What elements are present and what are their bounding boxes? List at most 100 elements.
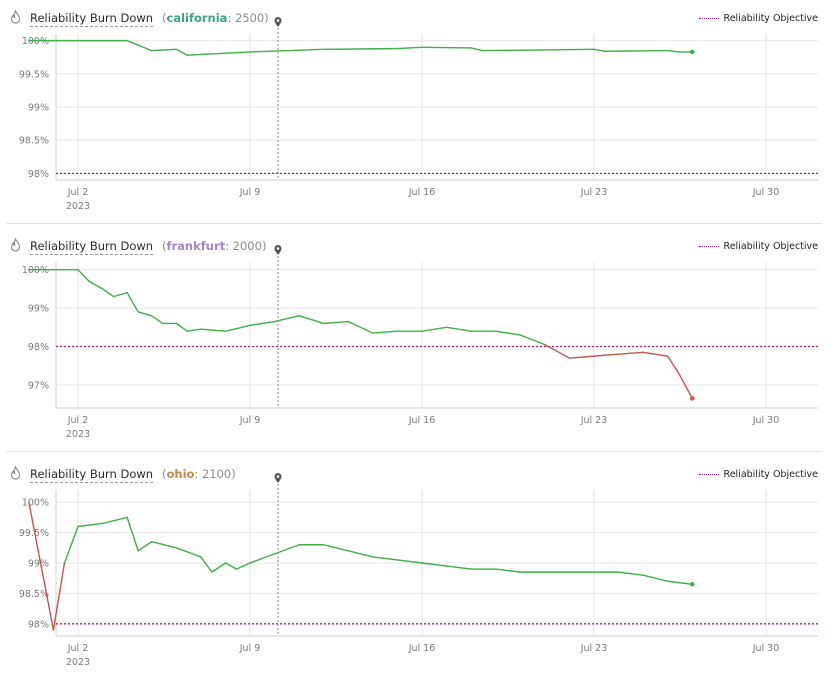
- region-value: 2000: [232, 239, 262, 253]
- chart-ohio: 100% 99.5% 99% 98.5% 98% Jul 2 Jul 9 Jul 16 Jul …: [19, 473, 818, 668]
- panel-header: Reliability Burn Down (frankfurt: 2000) …: [0, 228, 840, 258]
- series-segment: [421, 562, 448, 567]
- series-segment: [347, 320, 374, 334]
- legend[interactable]: Reliability Objective: [698, 13, 818, 24]
- x-year-label: 2023: [66, 429, 90, 440]
- legend[interactable]: Reliability Objective: [698, 469, 818, 480]
- x-tick-label: Jul 2: [67, 415, 89, 426]
- x-tick-label: Jul 16: [408, 187, 436, 198]
- series-segment: [593, 353, 620, 357]
- series-segment: [617, 571, 644, 576]
- y-tick-label: 99.5%: [19, 528, 49, 539]
- panel-title[interactable]: Reliability Burn Down: [30, 239, 154, 255]
- y-tick-label: 99%: [28, 559, 49, 570]
- series-segment: [519, 334, 546, 346]
- panel-divider: [6, 223, 822, 224]
- x-tick-label: Jul 2: [67, 187, 89, 198]
- series-segment: [568, 355, 595, 359]
- legend-label: Reliability Objective: [723, 469, 818, 480]
- chart-frankfurt: 100% 99% 98% 97% Jul 2 Jul 9 Jul 16 Jul 23 Jul 3…: [22, 245, 818, 440]
- series-segment: [137, 311, 153, 317]
- series-segment: [298, 315, 325, 325]
- region-name: frankfurt: [166, 239, 226, 253]
- series-segment: [421, 326, 448, 332]
- series-segment: [323, 320, 349, 325]
- series-segment: [604, 49, 669, 52]
- legend[interactable]: Reliability Objective: [698, 241, 818, 252]
- series-segment: [175, 48, 189, 56]
- series-segment: [642, 351, 669, 357]
- series-segment: [186, 51, 251, 56]
- y-tick-label: 99%: [28, 304, 49, 315]
- series-segment: [101, 516, 128, 525]
- series-endpoint: [689, 396, 695, 401]
- chart-california: 100% 99.5% 99% 98.5% 98% Jul 2 Jul 9 Jul 16 Jul …: [19, 17, 818, 212]
- series-segment: [112, 292, 128, 298]
- x-tick-label: Jul 23: [580, 643, 608, 654]
- series-segment: [235, 562, 251, 570]
- series-segment: [101, 288, 115, 298]
- x-tick-label: Jul 30: [752, 187, 780, 198]
- series-segment: [273, 544, 300, 555]
- series-segment: [224, 562, 238, 570]
- flame-icon: [10, 466, 21, 480]
- panel-divider: [6, 451, 822, 452]
- series-segment: [200, 556, 213, 573]
- y-tick-label: 100%: [22, 498, 49, 509]
- series-segment: [421, 46, 472, 49]
- x-year-label: 2023: [66, 201, 90, 212]
- panel-header: Reliability Burn Down (ohio: 2100) Relia…: [0, 456, 840, 486]
- x-tick-label: Jul 9: [239, 415, 261, 426]
- panel-title[interactable]: Reliability Burn Down: [30, 467, 154, 483]
- series-segment: [224, 324, 251, 332]
- series-endpoint: [689, 49, 695, 55]
- legend-label: Reliability Objective: [723, 241, 818, 252]
- region-value: 2100: [201, 467, 232, 481]
- y-tick-label: 98.5%: [19, 136, 49, 147]
- y-tick-label: 100%: [22, 36, 49, 47]
- series-segment: [137, 541, 153, 552]
- chart-panel-ohio: Reliability Burn Down (ohio: 2100) Relia…: [0, 456, 840, 684]
- series-segment: [396, 46, 423, 50]
- series-segment: [347, 550, 374, 558]
- region-name: ohio: [166, 467, 195, 481]
- location-pin-icon: [274, 17, 282, 27]
- series-segment: [28, 501, 55, 631]
- series-segment: [77, 268, 90, 282]
- series-segment: [151, 541, 177, 549]
- series-segment: [273, 315, 300, 323]
- panel-meta: (frankfurt: 2000): [162, 239, 267, 253]
- y-tick-label: 98.5%: [19, 589, 49, 600]
- objective-swatch-icon: [698, 246, 719, 247]
- flame-icon: [10, 238, 21, 252]
- series-segment: [470, 47, 483, 52]
- series-segment: [544, 48, 595, 51]
- panel-meta: (ohio: 2100): [162, 467, 236, 481]
- flame-icon: [10, 10, 21, 24]
- series-segment: [211, 562, 227, 573]
- series-segment: [126, 516, 139, 552]
- series-segment: [396, 559, 423, 564]
- series-segment: [372, 556, 399, 561]
- series-segment: [642, 574, 669, 582]
- series-segment: [249, 553, 276, 564]
- series-segment: [445, 565, 472, 570]
- panel-title[interactable]: Reliability Burn Down: [30, 11, 154, 27]
- series-segment: [667, 580, 693, 585]
- y-tick-label: 98%: [28, 342, 49, 353]
- x-tick-label: Jul 9: [239, 187, 261, 198]
- series-segment: [678, 372, 693, 400]
- x-tick-label: Jul 23: [580, 187, 608, 198]
- series-segment: [77, 522, 104, 528]
- y-tick-label: 100%: [22, 265, 49, 276]
- series-segment: [249, 320, 276, 327]
- series-segment: [667, 49, 680, 53]
- series-segment: [495, 568, 521, 573]
- chart-panel-frankfurt: Reliability Burn Down (frankfurt: 2000) …: [0, 228, 840, 456]
- series-segment: [151, 315, 164, 325]
- series-segment: [495, 330, 521, 336]
- series-endpoint: [689, 581, 695, 587]
- series-segment: [372, 330, 399, 334]
- chart-panel-california: Reliability Burn Down (california: 2500)…: [0, 0, 840, 228]
- series-segment: [481, 49, 546, 52]
